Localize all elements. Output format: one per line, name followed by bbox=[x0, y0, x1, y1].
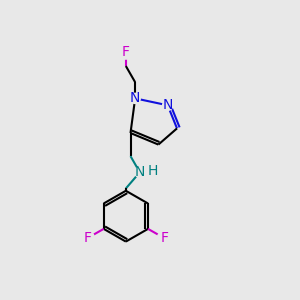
Circle shape bbox=[135, 167, 145, 177]
Circle shape bbox=[119, 45, 133, 59]
Text: N: N bbox=[130, 92, 140, 105]
Circle shape bbox=[163, 100, 173, 110]
Text: H: H bbox=[147, 164, 158, 178]
Circle shape bbox=[130, 93, 140, 103]
Text: F: F bbox=[160, 231, 168, 245]
Text: F: F bbox=[83, 231, 92, 245]
Text: N: N bbox=[163, 98, 173, 112]
Text: N: N bbox=[135, 165, 145, 179]
Circle shape bbox=[157, 231, 171, 245]
Text: F: F bbox=[122, 45, 130, 59]
Circle shape bbox=[80, 231, 94, 245]
